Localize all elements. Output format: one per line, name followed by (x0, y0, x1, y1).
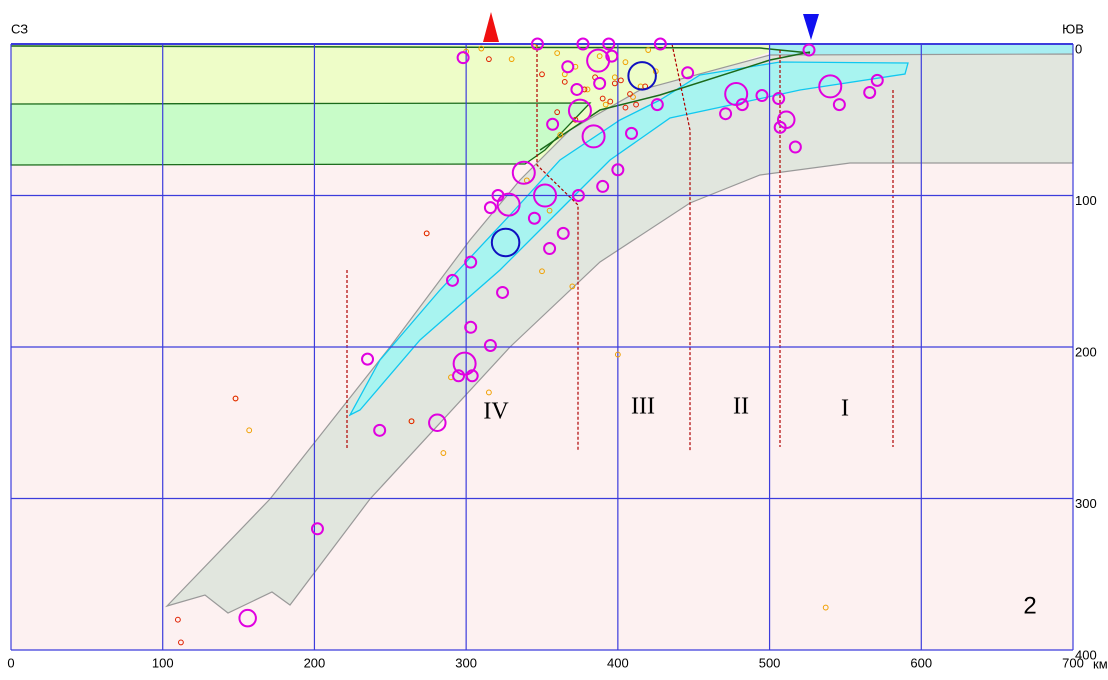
page-body: {"chart_data": {"type": "scatter", "left… (0, 0, 1108, 675)
right-label: ЮВ (1062, 21, 1084, 36)
trench-marker (803, 14, 819, 40)
volcano-marker (483, 12, 499, 42)
zone-label: IV (483, 399, 509, 425)
chart: СЗ ЮВ км 2 IV III II I 01002003004005006… (0, 0, 1108, 675)
y-tick-label: 400 (1075, 647, 1097, 662)
lower-layer (11, 103, 590, 165)
x-tick-label: 200 (304, 655, 326, 670)
x-tick-label: 600 (910, 655, 932, 670)
left-label: СЗ (11, 21, 28, 36)
x-tick-label: 400 (607, 655, 629, 670)
zone-label: III (631, 394, 655, 420)
y-tick-label: 100 (1075, 193, 1097, 208)
panel-label: 2 (1023, 592, 1036, 619)
y-tick-label: 0 (1075, 41, 1082, 56)
x-tick-label: 300 (455, 655, 477, 670)
zone-label: II (733, 394, 749, 420)
x-tick-label: 100 (152, 655, 174, 670)
page: body { margin: 0; width: 1108px; height:… (0, 0, 1108, 675)
y-tick-label: 300 (1075, 496, 1097, 511)
zone-label: I (841, 396, 849, 422)
x-tick-label: 500 (759, 655, 781, 670)
y-tick-label: 200 (1075, 344, 1097, 359)
x-tick-label: 0 (7, 655, 14, 670)
